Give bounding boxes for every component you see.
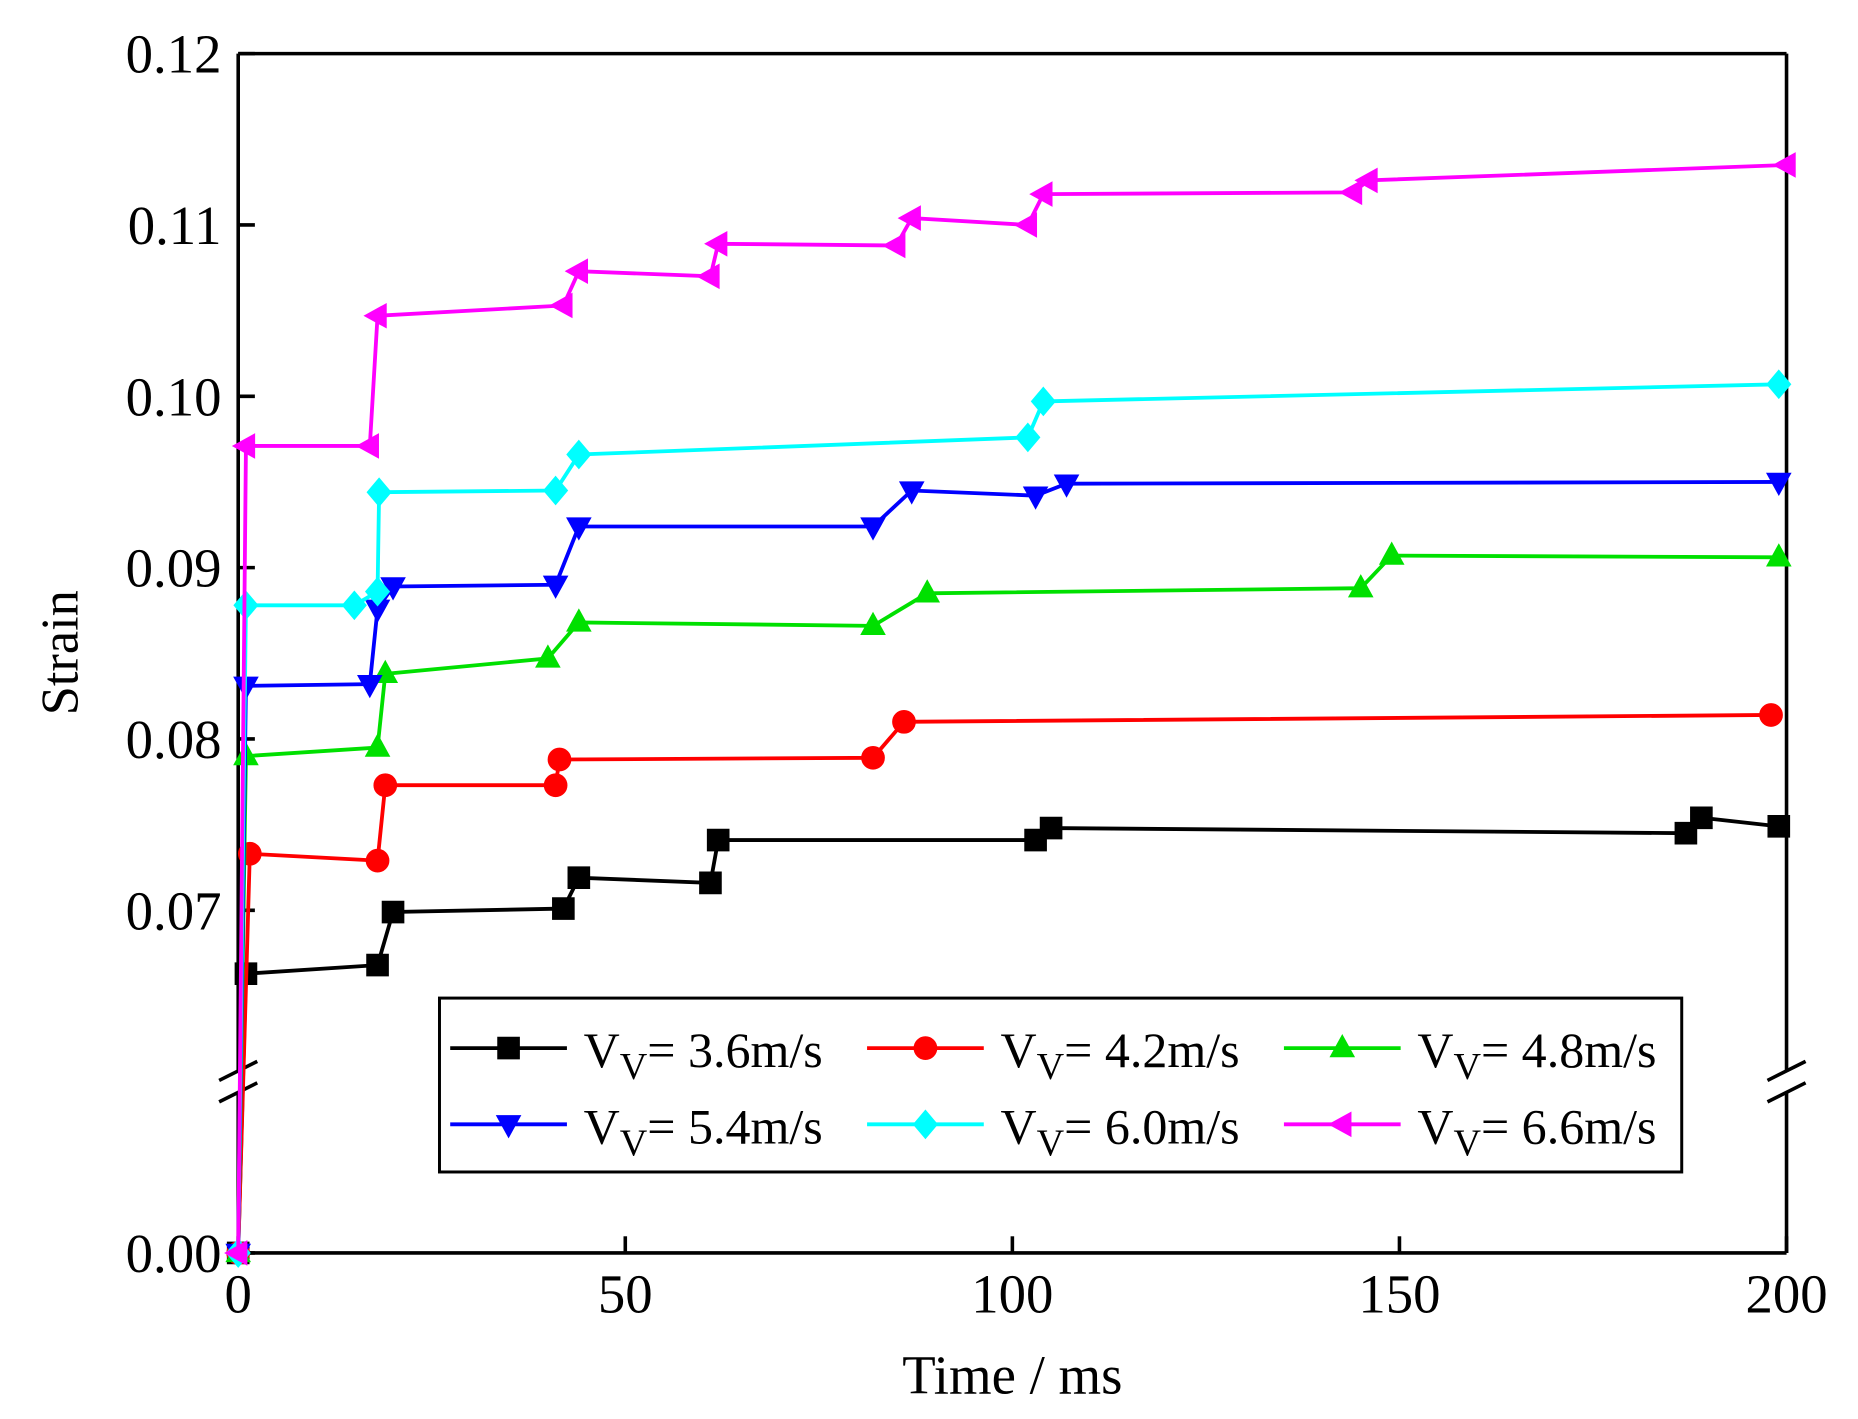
marker (364, 576, 391, 607)
marker (860, 611, 886, 636)
marker (699, 871, 722, 895)
marker (564, 258, 589, 284)
marker (357, 674, 383, 699)
marker (1347, 574, 1374, 598)
marker (1767, 815, 1791, 838)
marker (1013, 212, 1038, 238)
marker (898, 481, 925, 505)
x-tick-label: 50 (598, 1264, 653, 1325)
legend-label: VV= 6.0m/s (1000, 1098, 1239, 1164)
marker (1029, 181, 1053, 207)
marker (1765, 543, 1792, 567)
x-tick-label: 0 (225, 1264, 252, 1325)
y-tick-label: 0.07 (126, 880, 222, 941)
marker (566, 517, 592, 541)
marker (535, 644, 561, 668)
marker (373, 773, 398, 798)
marker (547, 747, 572, 772)
marker (696, 263, 720, 290)
x-axis-title: Time / ms (902, 1345, 1122, 1406)
marker (497, 1036, 520, 1060)
marker (566, 608, 592, 632)
marker (861, 745, 885, 770)
marker (366, 953, 389, 977)
marker (1354, 167, 1378, 194)
axis-break (1766, 1081, 1807, 1104)
legend-label: VV= 6.6m/s (1417, 1098, 1656, 1164)
legend-label: VV= 3.6m/s (584, 1022, 823, 1088)
marker (1378, 541, 1405, 565)
marker (1328, 1111, 1352, 1138)
marker (341, 590, 367, 621)
marker (552, 897, 575, 920)
axis-break (1766, 1059, 1807, 1083)
series-line (236, 382, 1779, 1253)
legend-label: VV= 4.8m/s (1417, 1022, 1656, 1088)
legend-label: VV= 5.4m/s (584, 1098, 823, 1164)
marker (704, 230, 728, 257)
marker (914, 579, 941, 603)
marker (1030, 386, 1056, 417)
marker (1759, 703, 1783, 727)
marker (912, 1109, 938, 1140)
marker (366, 477, 392, 508)
y-tick-label: 0.12 (126, 24, 222, 85)
marker (355, 433, 379, 459)
marker (381, 900, 405, 924)
marker (365, 848, 390, 873)
marker (1329, 1034, 1356, 1058)
x-tick-label: 200 (1745, 1264, 1827, 1325)
marker (913, 1036, 938, 1060)
marker (1766, 369, 1792, 400)
marker (231, 433, 256, 459)
marker (542, 575, 569, 599)
marker (706, 828, 730, 852)
legend-box (437, 996, 1684, 1174)
marker (1015, 422, 1041, 453)
marker (892, 709, 916, 734)
marker (543, 773, 568, 798)
marker (1772, 152, 1796, 178)
marker (1765, 472, 1792, 497)
marker (882, 232, 906, 259)
marker (567, 866, 591, 890)
marker (566, 439, 592, 470)
x-tick-label: 100 (971, 1264, 1053, 1325)
y-axis-title: Strain (31, 590, 89, 715)
legend-label: VV= 4.2m/s (1000, 1022, 1239, 1088)
marker (1022, 486, 1049, 510)
y-tick-label: 0.00 (126, 1223, 222, 1284)
legend: VV= 3.6m/s VV= 4.2m/s VV= 4.8m/s VV= 5.4m/s… (437, 996, 1684, 1174)
marker (897, 205, 921, 231)
marker (549, 292, 573, 319)
marker (543, 475, 569, 506)
marker (1053, 474, 1080, 498)
marker (224, 1240, 248, 1266)
marker (1338, 179, 1363, 206)
marker (364, 733, 391, 757)
marker (1690, 806, 1713, 830)
y-tick-label: 0.08 (126, 709, 222, 770)
y-tick-label: 0.11 (128, 195, 222, 256)
x-tick-label: 150 (1358, 1264, 1440, 1325)
marker (495, 1115, 522, 1139)
marker (363, 302, 387, 329)
y-tick-label: 0.10 (126, 366, 222, 427)
marker (860, 517, 886, 541)
y-tick-label: 0.09 (126, 538, 222, 599)
marker (1039, 816, 1063, 840)
